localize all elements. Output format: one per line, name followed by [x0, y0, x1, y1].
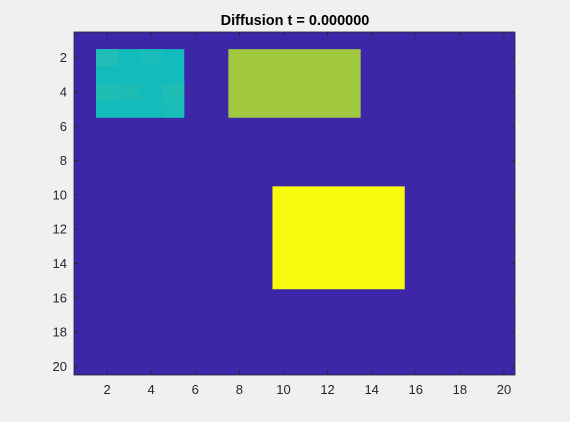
y-tick-label: 14 — [53, 256, 67, 271]
x-tick-label: 18 — [453, 382, 467, 397]
y-tick-label: 8 — [60, 153, 67, 168]
heatmap-plot-area — [74, 32, 515, 375]
x-tick-label: 6 — [192, 382, 199, 397]
x-tick-label: 14 — [364, 382, 378, 397]
heatmap-cell — [162, 100, 185, 118]
heatmap-axes: 2 4 6 8 10 12 14 16 18 20 2 4 6 8 10 12 14 16 18 20 — [53, 31, 516, 397]
x-tick-label: 20 — [497, 382, 511, 397]
x-tick-label: 8 — [236, 382, 243, 397]
y-tick-label: 4 — [60, 85, 67, 100]
y-tick-label: 2 — [60, 50, 67, 65]
heatmap-cell — [118, 83, 141, 101]
y-tick-label: 10 — [53, 187, 67, 202]
heatmap-cell — [96, 49, 119, 67]
x-tick-label: 4 — [148, 382, 155, 397]
y-tick-label: 16 — [53, 290, 67, 305]
heatmap-block-2 — [228, 49, 361, 118]
y-tick-label: 12 — [53, 222, 67, 237]
heatmap-cell — [140, 49, 163, 67]
x-tick-label: 10 — [276, 382, 290, 397]
heatmap-cell — [162, 83, 185, 101]
y-tick-label: 20 — [53, 359, 67, 374]
chart-title: Diffusion t = 0.000000 — [221, 13, 370, 29]
heatmap-block-3 — [272, 186, 405, 290]
x-tick-label: 12 — [320, 382, 334, 397]
heatmap-cell — [96, 83, 119, 101]
x-tick-label: 16 — [409, 382, 423, 397]
axes-box — [73, 31, 516, 376]
y-tick-label: 6 — [60, 119, 67, 134]
y-tick-label: 18 — [53, 325, 67, 340]
x-tick-label: 2 — [103, 382, 110, 397]
